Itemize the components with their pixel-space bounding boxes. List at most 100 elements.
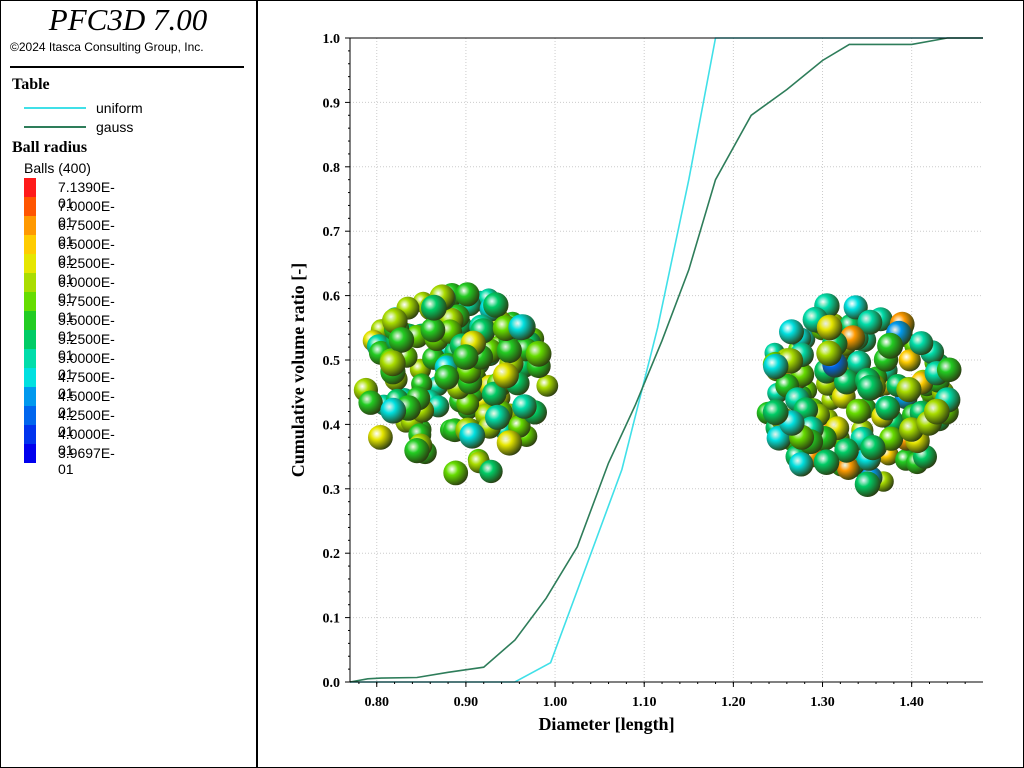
series-line-uniform xyxy=(350,37,983,683)
colorbar-label: 5.7500E-01 xyxy=(58,293,115,325)
ball xyxy=(421,294,447,321)
ball xyxy=(536,374,559,397)
x-tick-label: 1.20 xyxy=(721,695,746,710)
colorbar-swatch xyxy=(24,406,36,425)
ball xyxy=(452,344,479,370)
ball xyxy=(816,340,842,367)
colorbar-swatch xyxy=(24,235,36,254)
colorbar-label: 5.2500E-01 xyxy=(58,331,115,363)
ball xyxy=(508,314,535,341)
ball xyxy=(481,381,507,407)
x-tick-label: 1.40 xyxy=(899,695,924,710)
x-tick-label: 0.80 xyxy=(364,695,389,710)
colorbar-swatch xyxy=(24,178,36,197)
ball xyxy=(459,422,486,449)
y-tick-label: 0.1 xyxy=(323,612,341,627)
balls-count-label: Balls (400) xyxy=(24,160,91,176)
colorbar-label: 7.0000E-01 xyxy=(58,198,115,230)
y-tick-label: 0.4 xyxy=(323,418,341,433)
ball xyxy=(483,292,509,318)
ball xyxy=(455,282,480,307)
colorbar-swatch xyxy=(24,444,36,463)
app-title: PFC3D 7.00 xyxy=(48,2,208,37)
colorbar-swatch xyxy=(24,216,36,235)
ball xyxy=(388,327,415,353)
ball xyxy=(816,314,843,341)
legend-label-gauss: gauss xyxy=(96,119,134,135)
ball xyxy=(936,357,962,383)
ball xyxy=(779,319,804,345)
y-tick-label: 0.8 xyxy=(323,161,341,176)
axes: 0.0 0.1 0.2 0.3 0.4 0.5 0.6 0.7 0.8 0.9 1.0 0.80 0.9… xyxy=(323,32,983,710)
ball xyxy=(512,394,537,419)
ball xyxy=(763,353,789,380)
series-lines xyxy=(349,37,983,683)
ball xyxy=(380,397,407,424)
header-rule xyxy=(10,66,244,68)
y-tick-label: 0.3 xyxy=(323,483,341,498)
colorbar-swatch xyxy=(24,292,36,311)
legend-line-uniform xyxy=(24,107,86,109)
legend-panel: PFC3D 7.00 ©2024 Itasca Consulting Group… xyxy=(0,0,256,768)
series-line-gauss xyxy=(349,37,983,683)
x-tick-label: 1.30 xyxy=(810,695,835,710)
table-legend-title: Table xyxy=(12,76,50,93)
colorbar-label: 6.2500E-01 xyxy=(58,255,115,287)
colorbar-swatch xyxy=(24,368,36,387)
ball xyxy=(485,404,511,430)
ball xyxy=(762,399,789,426)
ball xyxy=(898,349,921,372)
ball xyxy=(854,471,881,498)
cumulative-volume-chart: 0.0 0.1 0.2 0.3 0.4 0.5 0.6 0.7 0.8 0.9 1.0 0.80 0.9… xyxy=(288,32,983,734)
x-tick-label: 0.90 xyxy=(454,695,479,710)
y-tick-label: 0.7 xyxy=(323,225,341,240)
legend-line-gauss xyxy=(24,126,86,128)
colorbar-label: 4.0000E-01 xyxy=(58,426,115,458)
ball xyxy=(525,340,552,367)
ball xyxy=(837,457,860,480)
ball xyxy=(420,317,446,343)
colorbar-label: 6.5000E-01 xyxy=(58,236,115,268)
ball xyxy=(789,452,814,477)
ball xyxy=(496,337,522,364)
copyright-text: ©2024 Itasca Consulting Group, Inc. xyxy=(10,40,204,54)
colorbar-swatch xyxy=(24,311,36,330)
ball xyxy=(909,331,934,356)
uniform-ball-cluster xyxy=(353,282,559,486)
colorbar-label: 4.5000E-01 xyxy=(58,388,115,420)
y-tick-label: 0.5 xyxy=(323,354,341,369)
colorbar-label: 6.7500E-01 xyxy=(58,217,115,249)
ball xyxy=(834,438,859,463)
ball xyxy=(877,332,904,359)
gauss-ball-cluster xyxy=(756,293,962,498)
ball xyxy=(404,438,430,464)
colorbar-label: 5.5000E-01 xyxy=(58,312,115,344)
x-axis-title: Diameter [length] xyxy=(538,714,674,734)
legend-label-uniform: uniform xyxy=(96,100,143,116)
colorbar-label: 7.1390E-01 xyxy=(58,179,115,211)
colorbar-swatch xyxy=(24,387,36,406)
ball xyxy=(379,350,406,377)
ball-clusters xyxy=(353,282,962,498)
ball-radius-title: Ball radius xyxy=(12,139,88,156)
colorbar-swatch xyxy=(24,330,36,349)
ball xyxy=(368,425,393,450)
panel-divider xyxy=(256,0,258,768)
ball xyxy=(857,374,883,401)
colorbar-swatch xyxy=(24,349,36,368)
ball xyxy=(358,390,383,415)
ball xyxy=(896,377,922,403)
x-tick-label: 1.10 xyxy=(632,695,657,710)
ball xyxy=(857,309,883,335)
colorbar-label: 3.9697E-01 xyxy=(58,445,115,477)
y-tick-label: 0.2 xyxy=(323,547,341,562)
ball xyxy=(875,396,901,421)
y-tick-label: 0.9 xyxy=(323,96,341,111)
ball xyxy=(813,449,840,476)
ball xyxy=(479,459,503,484)
y-axis-title: Cumulative volume ratio [-] xyxy=(288,263,308,477)
ball xyxy=(923,398,950,425)
colorbar-label: 5.0000E-01 xyxy=(58,350,115,382)
y-tick-label: 1.0 xyxy=(323,32,341,47)
ball xyxy=(443,460,469,486)
